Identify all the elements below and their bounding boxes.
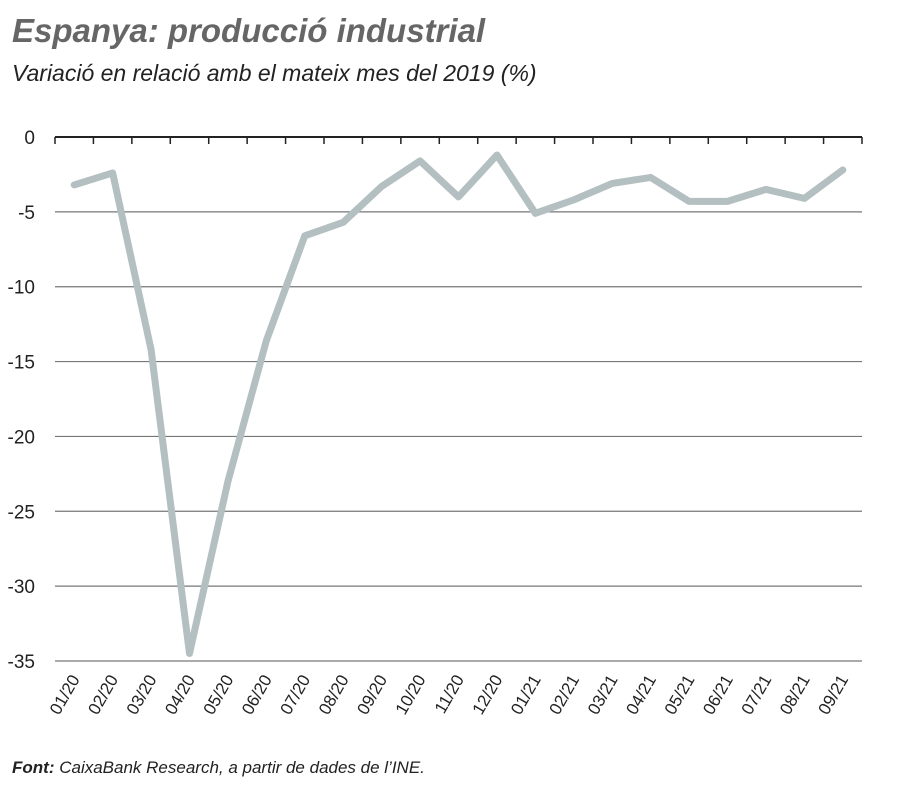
y-tick-label: -15 xyxy=(8,353,35,374)
x-tick-label: 01/21 xyxy=(507,672,545,718)
y-tick-label: -35 xyxy=(8,652,35,673)
x-tick-label: 07/20 xyxy=(277,672,315,718)
y-tick-label: -25 xyxy=(8,502,35,523)
x-tick-label: 02/20 xyxy=(84,672,122,718)
y-tick-label: 0 xyxy=(24,128,35,149)
x-tick-label: 04/21 xyxy=(622,672,660,718)
x-tick-label: 06/21 xyxy=(699,672,737,718)
x-tick-label: 03/21 xyxy=(584,672,622,718)
x-tick-label: 03/20 xyxy=(123,672,161,718)
x-tick-label: 09/21 xyxy=(815,672,853,718)
x-tick-label: 08/21 xyxy=(776,672,814,718)
y-tick-label: -10 xyxy=(8,278,35,299)
chart-title: Espanya: producció industrial xyxy=(12,12,486,49)
x-tick-label: 11/20 xyxy=(431,672,468,717)
y-tick-label: -20 xyxy=(8,427,35,448)
x-tick-label: 12/20 xyxy=(469,672,507,718)
x-tick-label: 06/20 xyxy=(238,672,276,718)
x-tick-label: 01/20 xyxy=(46,672,84,718)
chart-subtitle: Variació en relació amb el mateix mes de… xyxy=(12,60,537,86)
y-tick-label: -5 xyxy=(18,203,35,224)
x-tick-label: 10/20 xyxy=(392,672,430,718)
x-tick-label: 07/21 xyxy=(738,672,776,718)
source-text: CaixaBank Research, a partir de dades de… xyxy=(54,758,425,777)
source-note: Font: CaixaBank Research, a partir de da… xyxy=(12,758,425,778)
series-line xyxy=(70,151,847,658)
source-label: Font: xyxy=(12,758,55,777)
x-tick-label: 05/21 xyxy=(661,672,699,718)
x-tick-label: 04/20 xyxy=(161,672,199,718)
x-tick-label: 05/20 xyxy=(200,672,238,718)
x-tick-label: 02/21 xyxy=(546,672,584,718)
x-tick-label: 09/20 xyxy=(353,672,391,718)
y-tick-label: -30 xyxy=(8,577,35,598)
x-tick-label: 08/20 xyxy=(315,672,353,718)
